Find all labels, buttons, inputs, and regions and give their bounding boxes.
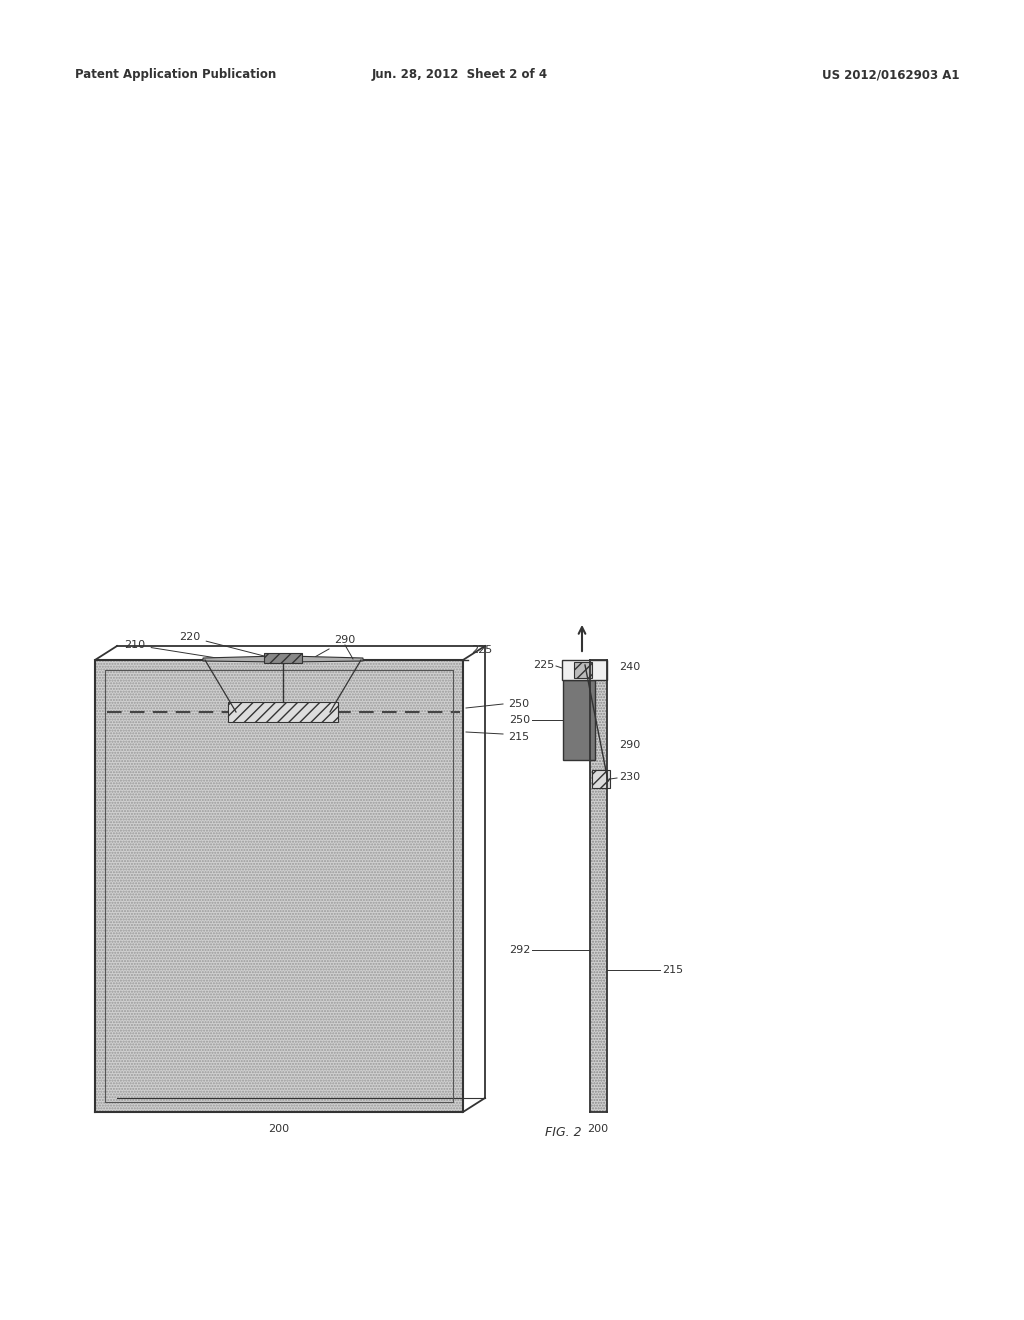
Bar (574, 663, 592, 678)
Bar (562, 660, 607, 680)
Bar (95, 660, 463, 1111)
Bar (590, 660, 607, 1111)
Bar (264, 653, 302, 663)
Text: US 2012/0162903 A1: US 2012/0162903 A1 (822, 69, 961, 81)
Polygon shape (288, 656, 362, 663)
Text: 225: 225 (532, 660, 554, 671)
Bar (95, 660, 463, 1111)
Text: 290: 290 (618, 741, 640, 750)
Text: 200: 200 (588, 1125, 608, 1134)
Text: 210: 210 (125, 640, 220, 659)
Text: 220: 220 (179, 632, 265, 656)
Bar (228, 702, 338, 722)
Text: 230: 230 (618, 772, 640, 781)
Text: 200: 200 (268, 1125, 290, 1134)
Text: 225: 225 (471, 645, 493, 655)
Bar (590, 660, 607, 1111)
Text: 215: 215 (508, 733, 529, 742)
Text: Patent Application Publication: Patent Application Publication (75, 69, 276, 81)
Polygon shape (203, 656, 278, 663)
Text: FIG. 2: FIG. 2 (545, 1126, 582, 1139)
Text: 292: 292 (509, 945, 530, 954)
Text: 250: 250 (508, 700, 529, 709)
Text: 250: 250 (509, 715, 530, 725)
Text: Jun. 28, 2012  Sheet 2 of 4: Jun. 28, 2012 Sheet 2 of 4 (372, 69, 548, 81)
Text: 240: 240 (618, 663, 640, 672)
Bar (592, 770, 610, 788)
Bar (563, 680, 595, 760)
Text: 215: 215 (662, 965, 683, 975)
Text: 290: 290 (315, 635, 355, 656)
